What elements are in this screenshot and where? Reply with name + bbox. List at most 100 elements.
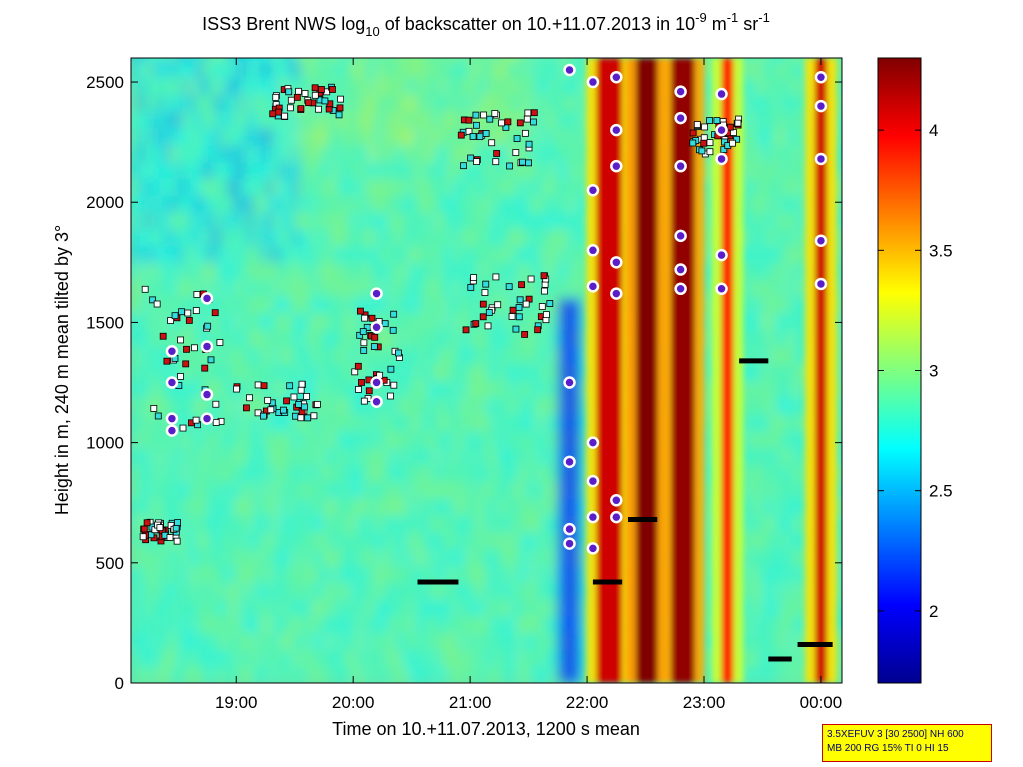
field-cell (201, 77, 210, 96)
field-cell (401, 565, 409, 584)
field-cell (163, 127, 171, 146)
field-cell (343, 161, 351, 180)
field-cell (343, 464, 351, 483)
field-cell (413, 413, 422, 432)
field-cell (491, 279, 499, 297)
field-cell (742, 58, 750, 62)
field-cell (761, 312, 769, 331)
field-cell (401, 110, 409, 129)
field-cell (246, 666, 255, 683)
field-cell (767, 279, 776, 297)
field-cell (188, 615, 197, 634)
field-cell (433, 396, 441, 415)
field-cell (838, 195, 842, 213)
field-cell (272, 413, 280, 432)
field-cell (304, 548, 313, 567)
field-cell (143, 481, 152, 499)
field-cell (394, 245, 403, 264)
field-cell (156, 245, 165, 264)
field-cell (375, 245, 383, 264)
field-cell (497, 481, 506, 499)
field-cell (774, 565, 782, 584)
field-cell (433, 58, 441, 62)
field-cell (343, 262, 351, 281)
field-cell (182, 582, 190, 600)
field-cell (317, 464, 325, 483)
field-cell (420, 632, 428, 651)
field-cell (176, 279, 184, 297)
field-cell (536, 211, 544, 230)
field-cell (497, 329, 506, 348)
field-cell (516, 228, 525, 247)
field-cell (504, 666, 512, 683)
field-cell (742, 632, 750, 651)
field-cell (407, 497, 415, 516)
field-cell (497, 531, 506, 550)
square-marker (177, 373, 184, 380)
field-cell (137, 77, 145, 96)
field-cell (536, 127, 544, 146)
field-cell (420, 548, 428, 567)
square-marker (530, 118, 537, 126)
field-cell (201, 161, 210, 180)
field-cell (246, 396, 255, 415)
square-marker (538, 303, 546, 310)
field-cell (272, 447, 280, 466)
field-cell (742, 94, 750, 112)
field-cell (304, 363, 313, 382)
field-cell (452, 195, 461, 213)
field-cell (703, 396, 711, 415)
field-cell (780, 514, 789, 533)
field-cell (291, 60, 300, 79)
field-cell (433, 144, 441, 163)
field-cell (799, 58, 808, 62)
field-cell (201, 279, 210, 297)
field-cell (529, 178, 538, 197)
field-cell (388, 329, 396, 348)
field-cell (452, 481, 461, 499)
field-cell (510, 262, 518, 281)
field-cell (426, 312, 435, 331)
field-cell (780, 127, 789, 146)
field-cell (542, 396, 551, 415)
field-cell (137, 329, 145, 348)
field-cell (176, 127, 184, 146)
field-cell (478, 380, 486, 398)
field-cell (278, 497, 287, 516)
field-cell (555, 279, 563, 297)
field-cell (272, 279, 280, 297)
field-cell (799, 329, 808, 348)
field-cell (787, 346, 795, 365)
field-cell (285, 363, 293, 382)
field-cell (227, 195, 235, 213)
field-cell (523, 666, 531, 683)
field-cell (291, 464, 300, 483)
field-cell (169, 245, 178, 264)
field-cell (188, 245, 197, 264)
field-cell (362, 58, 370, 62)
field-cell (774, 161, 782, 180)
field-cell (426, 346, 435, 365)
field-cell (491, 262, 499, 281)
field-cell (375, 565, 383, 584)
field-cell (748, 481, 756, 499)
field-cell (137, 262, 145, 281)
square-marker (290, 393, 298, 401)
field-cell (465, 363, 473, 382)
field-cell (240, 127, 248, 146)
field-cell (433, 127, 441, 146)
field-cell (137, 531, 145, 550)
field-cell (253, 396, 261, 415)
field-cell (523, 312, 531, 331)
field-cell (272, 615, 280, 634)
field-cell (156, 312, 165, 331)
field-cell (536, 649, 544, 668)
field-cell (478, 666, 486, 683)
field-cell (233, 497, 242, 516)
field-cell (240, 94, 248, 112)
field-cell (343, 582, 351, 600)
field-cell (703, 565, 711, 584)
field-cell (748, 329, 756, 348)
field-cell (188, 497, 197, 516)
